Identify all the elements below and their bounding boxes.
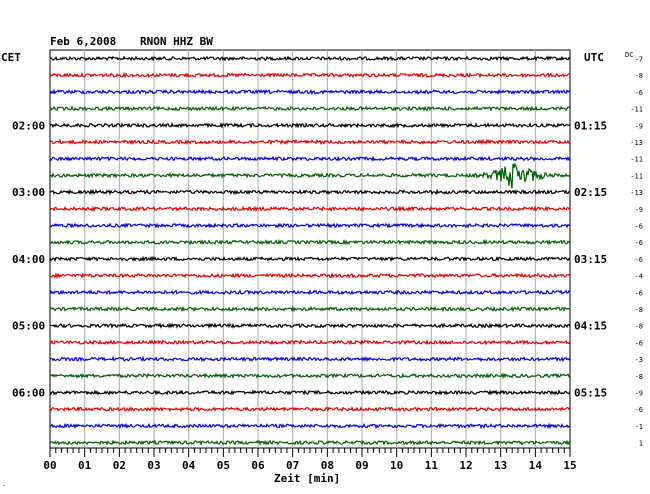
trace-line (49, 405, 571, 413)
trace-line (49, 255, 571, 263)
corner-mark: . (2, 480, 6, 488)
trace-line (49, 122, 571, 129)
trace-line (49, 389, 571, 396)
x-tick-label: 00 (43, 459, 56, 472)
right-time-label: 01:15 (574, 119, 607, 132)
trace-line (49, 288, 571, 296)
dc-offset-label: -6 (635, 256, 643, 264)
trace-line (49, 188, 571, 196)
dc-offset-label: -6 (635, 289, 643, 297)
dc-offset-label: -4 (635, 273, 643, 281)
dc-offset-label: -3 (635, 356, 643, 364)
x-tick-label: 12 (459, 459, 472, 472)
x-tick-label: 11 (425, 459, 439, 472)
dc-offset-label: -6 (635, 406, 643, 414)
trace-line (49, 138, 571, 146)
x-tick-label: 09 (355, 459, 368, 472)
dc-offset-label: -9 (635, 390, 643, 398)
trace-line (49, 305, 571, 313)
trace-group (49, 55, 571, 446)
trace-line (49, 339, 571, 346)
station-label: RNON HHZ BW (140, 35, 213, 48)
trace-line (49, 322, 571, 329)
x-tick-label: 05 (217, 459, 230, 472)
dc-offset-label: -13 (630, 189, 643, 197)
dc-offset-label: -6 (635, 223, 643, 231)
dc-offset-label: -8 (635, 72, 643, 80)
x-tick-label: 15 (563, 459, 576, 472)
dc-offset-label: -11 (630, 172, 643, 180)
x-tick-label: 14 (529, 459, 543, 472)
trace-line (49, 355, 571, 363)
dc-offset-label: -7 (635, 56, 643, 64)
x-tick-label: 07 (286, 459, 299, 472)
trace-line (49, 222, 571, 229)
trace-line (49, 155, 571, 162)
trace-line (49, 105, 571, 112)
left-time-label: 06:00 (12, 387, 45, 400)
left-timezone-label: CET (1, 51, 21, 64)
x-tick-label: 13 (494, 459, 507, 472)
dc-offset-label: -11 (630, 156, 643, 164)
trace-line (49, 238, 571, 246)
dc-offset-label: -9 (635, 206, 643, 214)
trace-line (49, 272, 571, 279)
dc-offset-label: -6 (635, 339, 643, 347)
trace-line (49, 205, 571, 213)
x-tick-label: 04 (182, 459, 196, 472)
x-tick-label: 02 (113, 459, 126, 472)
dc-offset-label: -6 (635, 89, 643, 97)
dc-offset-label: -1 (635, 423, 643, 431)
date-label: Feb 6,2008 (50, 35, 116, 48)
x-tick-label: 08 (321, 459, 334, 472)
right-time-label: 04:15 (574, 320, 607, 333)
trace-line (49, 71, 571, 79)
right-time-label: 02:15 (574, 186, 607, 199)
trace-line (49, 422, 571, 430)
dc-offset-label: -11 (630, 106, 643, 114)
left-time-label: 02:00 (12, 119, 45, 132)
dc-offset-label: -8 (635, 373, 643, 381)
trace-line (49, 439, 571, 446)
x-tick-label: 06 (251, 459, 265, 472)
dc-offset-label: 1 (639, 440, 643, 448)
plot-frame (49, 49, 571, 449)
x-axis-title: Zeit [min] (274, 472, 340, 485)
dc-label: DC (625, 51, 633, 59)
label-group: 00 01 02 03 04 05 06 07 08 09 10 11 12 13 14 15 -7 -8 -6 -1… (12, 56, 643, 473)
x-tick-label: 10 (390, 459, 403, 472)
dc-offset-label: -13 (630, 139, 643, 147)
dc-offset-label: -9 (635, 122, 643, 130)
dc-offset-label: -8 (635, 306, 643, 314)
chart-grid (49, 49, 571, 457)
trace-line (49, 55, 571, 62)
dc-offset-label: -8 (635, 323, 643, 331)
x-tick-label: 03 (147, 459, 160, 472)
x-tick-label: 01 (78, 459, 92, 472)
right-time-label: 05:15 (574, 387, 607, 400)
trace-line (49, 88, 571, 96)
trace-line (49, 162, 571, 189)
right-time-label: 03:15 (574, 253, 607, 266)
left-time-label: 05:00 (12, 320, 45, 333)
right-timezone-label: UTC (584, 51, 604, 64)
trace-line (49, 372, 571, 380)
dc-offset-label: -6 (635, 239, 643, 247)
left-time-label: 03:00 (12, 186, 45, 199)
left-time-label: 04:00 (12, 253, 45, 266)
